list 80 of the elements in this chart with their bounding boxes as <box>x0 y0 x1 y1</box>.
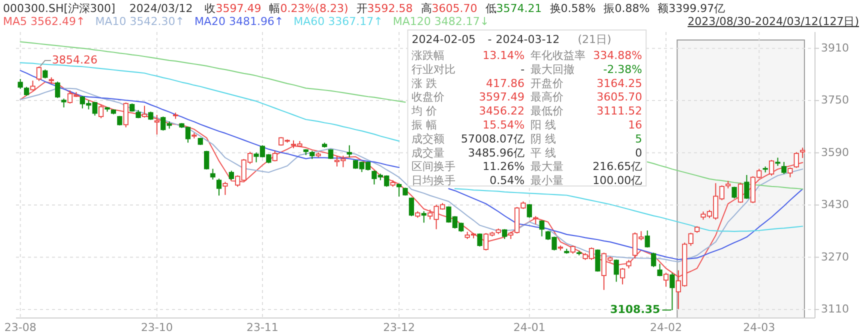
y-tick-label: 3750 <box>821 94 849 107</box>
annotation: 年化收益率 <box>530 49 586 62</box>
annotation: 0 <box>635 146 642 160</box>
annotation: 涨 跌 <box>412 76 438 90</box>
annotation: 2024-03-12 <box>496 33 560 46</box>
annotation: 3456.22 <box>479 104 525 118</box>
text: 000300.SH[沪深300] <box>3 2 116 15</box>
x-tick-label: 23-08 <box>4 321 36 334</box>
y-tick-label: 3590 <box>821 146 849 159</box>
annotation: 收盘价 <box>412 90 445 104</box>
y-tick-label: 3270 <box>821 250 849 264</box>
annotation: 13.14% <box>482 49 525 62</box>
annotation: -2.38% <box>603 62 642 76</box>
x-tick-label: 24-01 <box>513 321 546 334</box>
annotation: 3108.35 <box>610 303 660 316</box>
text: 3605.70 <box>432 2 478 15</box>
text: 高 <box>420 2 432 15</box>
annotation: 成交额 <box>412 132 445 146</box>
text: 额3399.97亿 <box>658 2 726 15</box>
annotation: 3485.96亿 <box>468 146 525 160</box>
text: 0.23%(8.23) <box>280 2 348 15</box>
text: 幅 <box>269 2 280 15</box>
annotation: (21日) <box>578 33 612 46</box>
x-tick-label: 23-10 <box>140 321 173 334</box>
text: 收 <box>204 2 216 15</box>
x-tick-label: 23-12 <box>383 321 416 334</box>
annotation: 334.88% <box>593 49 642 62</box>
annotation: 0.54% <box>490 174 525 188</box>
annotation: 涨跌幅 <box>412 49 445 62</box>
text: MA120 3482.17↓ <box>392 15 490 28</box>
text: 换0.58% <box>550 2 596 15</box>
annotation: 成交量 <box>412 146 445 160</box>
annotation: 行业对比 <box>412 62 456 76</box>
annotation: 区间换手 <box>412 160 456 174</box>
text: MA20 3481.96↑ <box>194 15 284 28</box>
annotation: 16 <box>628 118 642 132</box>
text: 2023/08/30-2024/03/12(127日) <box>688 15 859 28</box>
annotation: 最低价 <box>530 104 564 118</box>
annotation: 均 价 <box>410 104 438 118</box>
text: 低 <box>485 2 496 15</box>
annotation: 3597.49 <box>479 90 525 104</box>
annotation: 振 幅 <box>412 118 438 132</box>
annotation: 11.26% <box>482 160 525 174</box>
text: MA60 3367.17↑ <box>294 15 383 28</box>
y-tick-label: 3910 <box>821 41 849 54</box>
text: 3597.49 <box>216 2 262 15</box>
annotation: 3164.25 <box>596 76 642 90</box>
text: 2024/03/12 <box>129 2 193 15</box>
annotation: 最大回撤 <box>530 62 575 76</box>
text: 3592.58 <box>367 2 413 15</box>
annotation: 平 线 <box>530 146 556 160</box>
annotation: 2024-02-05 <box>412 33 476 46</box>
x-tick-label: 24-02 <box>650 321 682 334</box>
annotation: - <box>488 33 492 46</box>
x-tick-label: 23-11 <box>246 321 278 334</box>
text: MA5 3562.49↑ <box>3 15 86 28</box>
annotation: 阳 线 <box>530 118 556 132</box>
annotation: 日均换手 <box>412 174 456 188</box>
annotation: 开盘价 <box>530 76 564 90</box>
annotation: 57008.07亿 <box>461 132 525 146</box>
annotation: 3854.26 <box>52 54 98 67</box>
text: 开 <box>356 2 368 15</box>
text: MA10 3542.30↑ <box>95 15 184 28</box>
annotation: 417.86 <box>486 76 525 90</box>
annotation: 5 <box>635 132 642 146</box>
annotation: 100.00亿 <box>592 174 642 188</box>
text: 振0.88% <box>604 2 650 15</box>
y-tick-label: 3430 <box>821 198 849 212</box>
annotation: 3111.52 <box>596 104 642 118</box>
annotation: 3605.70 <box>596 90 642 104</box>
annotation: 最高价 <box>530 90 564 104</box>
annotation: 阴 线 <box>530 132 556 146</box>
annotation: - <box>520 62 525 76</box>
y-tick-label: 3110 <box>821 302 849 316</box>
x-tick-label: 24-03 <box>743 321 776 334</box>
annotation: 15.54% <box>482 118 525 132</box>
text: 3574.21 <box>496 2 542 15</box>
annotation: 216.65亿 <box>592 160 642 174</box>
annotation: 最大量 <box>530 160 564 174</box>
annotation: 最小量 <box>530 174 564 188</box>
